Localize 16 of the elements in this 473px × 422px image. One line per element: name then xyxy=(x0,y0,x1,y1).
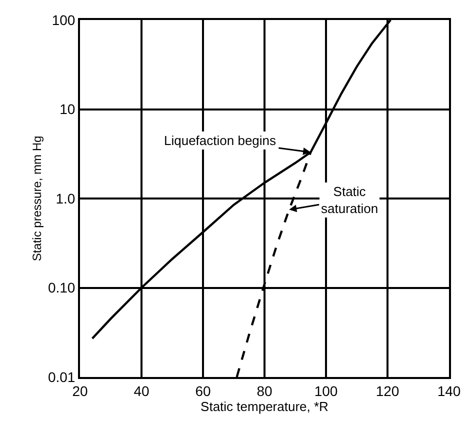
y-tick-label: 10 xyxy=(60,101,76,118)
y-tick-label: 0.01 xyxy=(48,368,76,385)
annotation: Liquefaction begins xyxy=(164,133,277,148)
x-tick-label: 140 xyxy=(437,382,461,399)
x-tick-label: 100 xyxy=(314,382,338,399)
x-tick-label: 20 xyxy=(72,382,88,399)
y-tick-label: 100 xyxy=(52,12,76,28)
y-axis-title: Static pressure, mm Hg xyxy=(30,136,44,262)
x-tick-label: 40 xyxy=(134,382,150,399)
y-tick-label: 0.10 xyxy=(48,280,76,296)
x-tick-label: 80 xyxy=(256,382,272,399)
y-tick-label: 1.0 xyxy=(56,190,76,206)
x-tick-label: 60 xyxy=(195,382,211,399)
x-axis-title: Static temperature, *R xyxy=(200,398,328,414)
x-tick-label: 120 xyxy=(376,382,400,399)
annotation: Static saturation xyxy=(321,184,378,216)
